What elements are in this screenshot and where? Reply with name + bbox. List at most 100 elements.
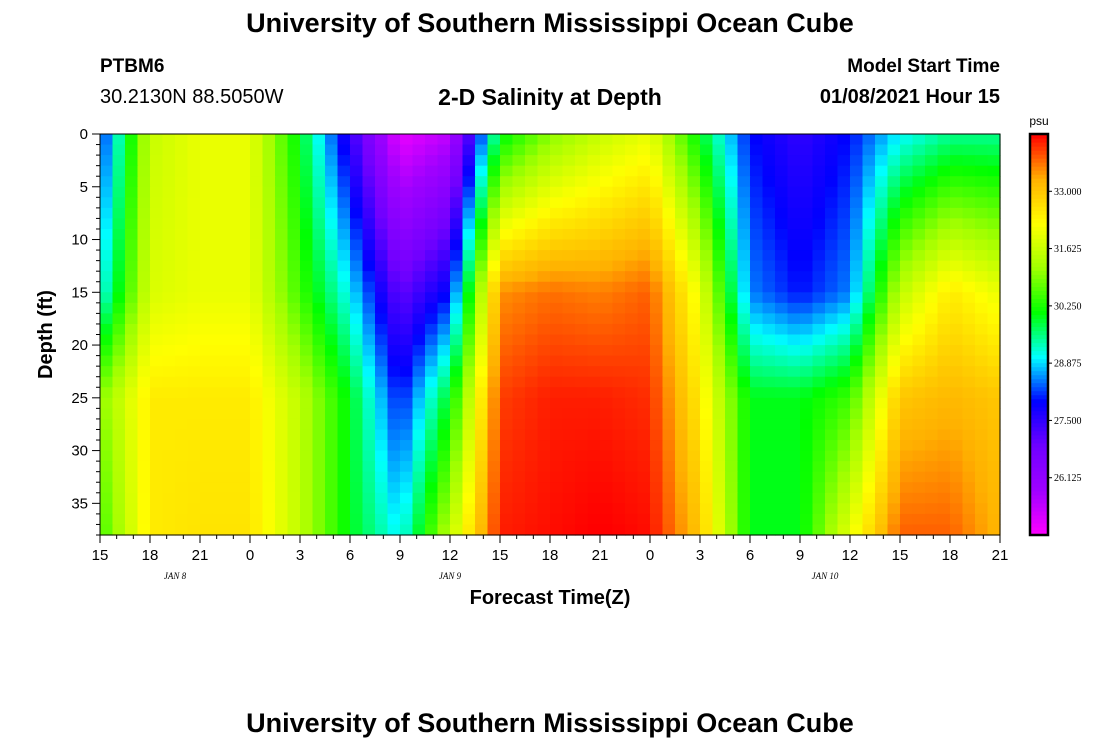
heatmap-cell: [162, 218, 176, 230]
heatmap-cell: [225, 292, 239, 304]
heatmap-cell: [462, 429, 476, 441]
heatmap-cell: [937, 355, 951, 367]
heatmap-cell: [975, 397, 989, 409]
heatmap-cell: [462, 292, 476, 304]
heatmap-cell: [400, 250, 414, 262]
heatmap-cell: [575, 176, 589, 188]
heatmap-cell: [925, 176, 939, 188]
heatmap-cell: [100, 218, 114, 230]
heatmap-cell: [375, 429, 389, 441]
heatmap-cell: [875, 366, 889, 378]
heatmap-cell: [375, 165, 389, 177]
heatmap-cell: [362, 429, 376, 441]
colorbar-segment: [1030, 454, 1048, 460]
heatmap-cell: [262, 387, 276, 399]
heatmap-cell: [837, 482, 851, 494]
heatmap-cell: [825, 492, 839, 504]
heatmap-cell: [862, 482, 876, 494]
y-tick-label: 15: [71, 284, 88, 301]
colorbar-tick-label: 33.000: [1054, 187, 1082, 198]
heatmap-cell: [975, 271, 989, 283]
heatmap-cell: [712, 366, 726, 378]
heatmap-cell: [900, 176, 914, 188]
heatmap-cell: [887, 397, 901, 409]
heatmap-cell: [850, 334, 864, 346]
heatmap-cell: [750, 482, 764, 494]
heatmap-cell: [912, 302, 926, 314]
heatmap-cell: [750, 418, 764, 431]
heatmap-cell: [175, 366, 189, 378]
colorbar-segment: [1030, 502, 1048, 508]
heatmap-cell: [225, 397, 239, 409]
heatmap-cell: [325, 165, 339, 177]
heatmap-cell: [425, 134, 439, 146]
heatmap-cell: [862, 134, 876, 146]
heatmap-cell: [575, 313, 589, 325]
heatmap-cell: [375, 186, 389, 198]
x-tick-label: 15: [492, 547, 509, 564]
heatmap-cell: [225, 471, 239, 483]
heatmap-cell: [787, 260, 801, 272]
heatmap-cell: [425, 355, 439, 367]
heatmap-cell: [600, 260, 614, 272]
heatmap-cell: [462, 471, 476, 483]
heatmap-cell: [650, 355, 664, 367]
heatmap-cell: [987, 218, 1001, 230]
heatmap-cell: [987, 440, 1001, 452]
heatmap-cell: [262, 418, 276, 431]
heatmap-cell: [875, 155, 889, 167]
heatmap-cell: [762, 250, 776, 262]
heatmap-cell: [387, 418, 401, 431]
colorbar-segment: [1030, 266, 1048, 271]
heatmap-cell: [587, 302, 601, 314]
heatmap-cell: [512, 281, 526, 293]
heatmap-cell: [400, 271, 414, 283]
heatmap-cell: [200, 271, 214, 283]
heatmap-cell: [100, 292, 114, 304]
heatmap-cell: [625, 492, 639, 504]
heatmap-cell: [437, 355, 451, 367]
colorbar-segment: [1030, 222, 1048, 227]
heatmap-cell: [337, 260, 351, 272]
heatmap-cell: [325, 155, 339, 167]
heatmap-cell: [275, 207, 289, 220]
heatmap-cell: [875, 281, 889, 293]
heatmap-cell: [800, 207, 814, 220]
heatmap-cell: [937, 492, 951, 504]
heatmap-cell: [212, 281, 226, 293]
heatmap-cell: [787, 281, 801, 293]
heatmap-cell: [187, 440, 201, 452]
heatmap-cell: [587, 250, 601, 262]
heatmap-cell: [375, 334, 389, 346]
heatmap-cell: [287, 176, 301, 188]
heatmap-cell: [187, 355, 201, 367]
heatmap-cell: [575, 471, 589, 483]
heatmap-cell: [900, 376, 914, 388]
heatmap-cell: [537, 461, 551, 473]
heatmap-cell: [137, 397, 151, 409]
heatmap-cell: [700, 271, 714, 283]
heatmap-cell: [712, 207, 726, 220]
heatmap-cell: [987, 334, 1001, 346]
heatmap-cell: [812, 260, 826, 272]
colorbar-segment: [1030, 370, 1048, 376]
heatmap-cell: [462, 408, 476, 420]
heatmap-cell: [325, 345, 339, 357]
heatmap-cell: [475, 260, 489, 272]
heatmap-cell: [287, 387, 301, 399]
heatmap-cell: [550, 186, 564, 198]
heatmap-cell: [112, 165, 126, 177]
heatmap-cell: [175, 165, 189, 177]
heatmap-cell: [962, 281, 976, 293]
heatmap-cell: [750, 323, 764, 336]
footer-title: University of Southern Mississippi Ocean…: [246, 708, 854, 738]
heatmap-cell: [537, 313, 551, 325]
heatmap-cell: [550, 228, 564, 241]
heatmap-cell: [825, 450, 839, 462]
heatmap-cell: [675, 323, 689, 336]
heatmap-cell: [625, 302, 639, 314]
heatmap-cell: [837, 323, 851, 336]
heatmap-cell: [737, 165, 751, 177]
heatmap-cell: [937, 503, 951, 515]
heatmap-cell: [812, 355, 826, 367]
